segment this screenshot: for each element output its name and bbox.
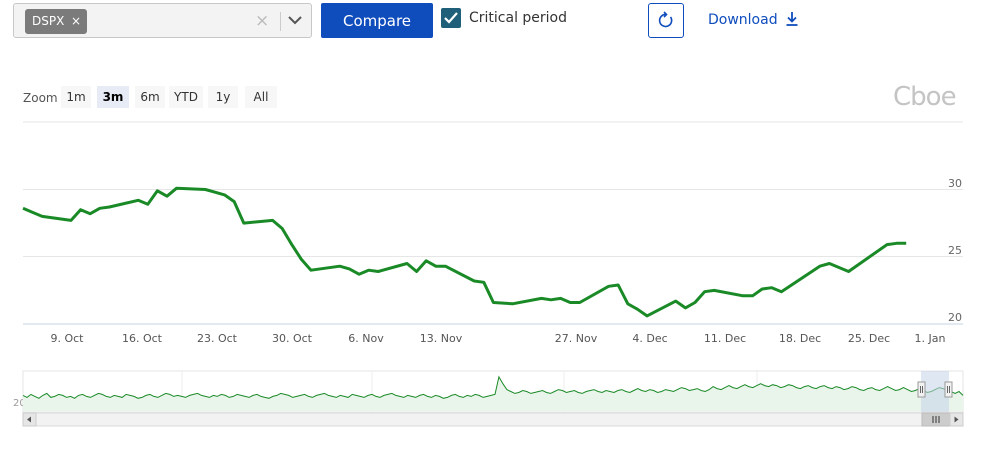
critical-period-label: Critical period (469, 10, 568, 26)
toolbar: DSPX × × Compare Critical period Downloa… (0, 0, 1001, 45)
x-tick-label: 4. Dec (632, 332, 667, 345)
chevron-down-icon[interactable] (287, 15, 303, 27)
arrow-left-icon (27, 416, 31, 423)
y-tick-label: 25 (948, 244, 962, 257)
navigator-area (23, 376, 963, 411)
x-tick-label: 6. Nov (348, 332, 384, 345)
close-icon[interactable]: × (70, 14, 81, 28)
scrollbar[interactable] (22, 412, 964, 427)
critical-period-checkbox[interactable] (441, 8, 461, 28)
zoom-all-button[interactable]: All (245, 86, 277, 108)
x-tick-label: 11. Dec (704, 332, 746, 345)
zoom-label: Zoom (23, 91, 58, 105)
select-divider (280, 12, 281, 31)
x-tick-label: 13. Nov (420, 332, 463, 345)
zoom-ytd-button[interactable]: YTD (169, 86, 203, 108)
download-link[interactable]: Download (708, 12, 778, 28)
series-line (22, 186, 907, 318)
x-tick-label: 27. Nov (555, 332, 598, 345)
cboe-logo: Cboe (893, 82, 957, 112)
ticker-chip[interactable]: DSPX × (25, 9, 87, 34)
zoom-1y-button[interactable]: 1y (208, 86, 238, 108)
navigator-handle-right[interactable] (944, 381, 953, 398)
navigator-line (22, 375, 964, 399)
navigator-selection[interactable] (921, 371, 949, 412)
scrollbar-track[interactable] (22, 412, 964, 427)
y-tick-label: 20 (948, 311, 962, 324)
arrow-right-icon (954, 416, 959, 423)
zoom-6m-button[interactable]: 6m (135, 86, 165, 108)
x-tick-label: 16. Oct (122, 332, 163, 345)
navigator-handle-left[interactable] (917, 381, 926, 398)
x-tick-label: 30. Oct (272, 332, 313, 345)
x-tick-label: 18. Dec (779, 332, 821, 345)
close-icon[interactable]: × (255, 11, 270, 31)
y-tick-label: 30 (948, 177, 962, 190)
x-tick-label: 1. Jan (915, 332, 946, 345)
compare-button[interactable]: Compare (321, 3, 433, 38)
navigator[interactable]: 20142016201820202022 (13, 370, 964, 413)
ticker-chip-label: DSPX (32, 14, 65, 28)
check-icon (444, 12, 458, 24)
ticker-select[interactable]: DSPX × × (13, 3, 312, 38)
x-tick-label: 9. Oct (50, 332, 84, 345)
zoom-3m-button[interactable]: 3m (97, 86, 129, 108)
zoom-1m-button[interactable]: 1m (61, 86, 91, 108)
refresh-button[interactable] (648, 3, 684, 38)
x-tick-label: 25. Dec (848, 332, 890, 345)
download-icon[interactable] (785, 11, 799, 27)
refresh-icon (658, 11, 673, 28)
x-tick-label: 23. Oct (197, 332, 238, 345)
